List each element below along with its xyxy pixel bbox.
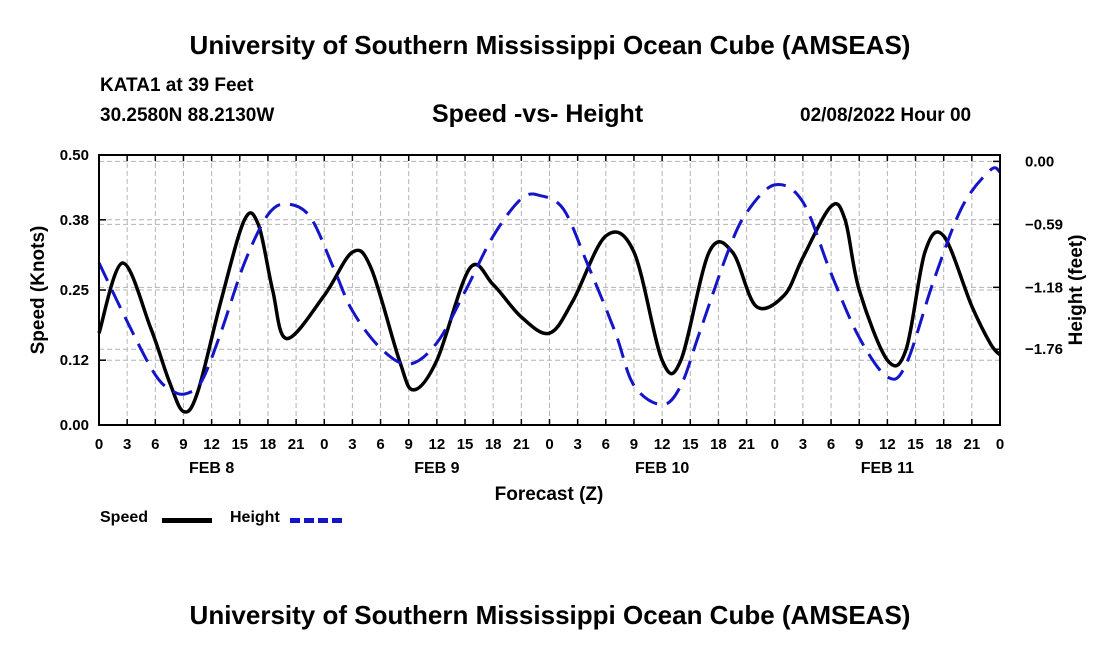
x-tick-label: 0 <box>771 436 779 453</box>
y-tick-label: 0.12 <box>60 352 89 369</box>
x-tick-label: 21 <box>964 436 981 453</box>
x-tick-label: 15 <box>907 436 924 453</box>
day-label: FEB 9 <box>414 460 459 477</box>
x-tick-label: 21 <box>288 436 305 453</box>
legend-height-swatch <box>290 518 342 523</box>
x-tick-label: 12 <box>879 436 896 453</box>
x-tick-label: 21 <box>513 436 530 453</box>
speed-height-chart: 0 3 6 9 12 15 18 21 0 3 6 9 12 15 18 21 0 3 6 9 12 15 18 21 0 3 6 9… <box>28 147 1087 505</box>
y-tick-label: 0.50 <box>60 147 89 164</box>
series-line-speed <box>97 202 1002 414</box>
series-line-height <box>97 166 1001 407</box>
x-tick-label: 21 <box>738 436 755 453</box>
x-tick-label: 0 <box>320 436 328 453</box>
y-tick-label: 0.25 <box>60 282 89 299</box>
x-tick-label: 18 <box>485 436 502 453</box>
y2-axis-label: Height (feet) <box>1066 235 1087 346</box>
x-tick-label: 6 <box>827 436 835 453</box>
x-tick-label: 0 <box>95 436 103 453</box>
x-tick-label: 9 <box>405 436 413 453</box>
main-title: University of Southern Mississippi Ocean… <box>189 30 911 60</box>
y-tick-label: 0.00 <box>60 417 89 434</box>
x-tick-label: 15 <box>457 436 474 453</box>
x-tick-label: 6 <box>151 436 159 453</box>
x-tick-label: 18 <box>935 436 952 453</box>
y2-tick-label: −1.76 <box>1025 341 1063 358</box>
x-tick-label: 18 <box>710 436 727 453</box>
y-tick-label: 0.38 <box>60 212 89 229</box>
legend-speed-label: Speed <box>100 509 149 526</box>
y2-tick-label: −0.59 <box>1025 216 1063 233</box>
datetime-label: 02/08/2022 Hour 00 <box>800 105 972 126</box>
x-tick-label: 3 <box>799 436 807 453</box>
day-label: FEB 8 <box>189 460 234 477</box>
x-tick-label: 9 <box>179 436 187 453</box>
legend-speed-swatch <box>162 518 212 523</box>
x-tick-label: 6 <box>602 436 610 453</box>
x-tick-label: 15 <box>231 436 248 453</box>
y-axis-label: Speed (Knots) <box>28 226 49 355</box>
x-tick-label: 12 <box>654 436 671 453</box>
x-tick-label: 0 <box>545 436 553 453</box>
x-tick-label: 0 <box>996 436 1004 453</box>
x-tick-label: 12 <box>429 436 446 453</box>
y2-tick-label: 0.00 <box>1025 153 1054 170</box>
x-tick-label: 3 <box>573 436 581 453</box>
x-tick-label: 18 <box>260 436 277 453</box>
x-axis-label: Forecast (Z) <box>495 484 604 505</box>
x-tick-label: 3 <box>348 436 356 453</box>
day-label: FEB 10 <box>635 460 689 477</box>
x-tick-label: 15 <box>682 436 699 453</box>
y2-tick-label: −1.18 <box>1025 279 1063 296</box>
x-tick-label: 6 <box>376 436 384 453</box>
chart-subtitle: Speed -vs- Height <box>432 100 644 128</box>
x-tick-label: 9 <box>855 436 863 453</box>
footer-title: University of Southern Mississippi Ocean… <box>189 600 911 630</box>
x-tick-label: 12 <box>203 436 220 453</box>
location-label: 30.2580N 88.2130W <box>100 105 275 126</box>
x-tick-label: 3 <box>123 436 131 453</box>
day-label: FEB 11 <box>861 460 914 477</box>
series-layer <box>97 166 1002 414</box>
x-tick-label: 9 <box>630 436 638 453</box>
station-label: KATA1 at 39 Feet <box>100 75 254 96</box>
legend-height-label: Height <box>230 509 280 526</box>
axis-layer: 0 3 6 9 12 15 18 21 0 3 6 9 12 15 18 21 0 3 6 9 12 15 18 21 0 3 6 9… <box>60 147 1063 477</box>
